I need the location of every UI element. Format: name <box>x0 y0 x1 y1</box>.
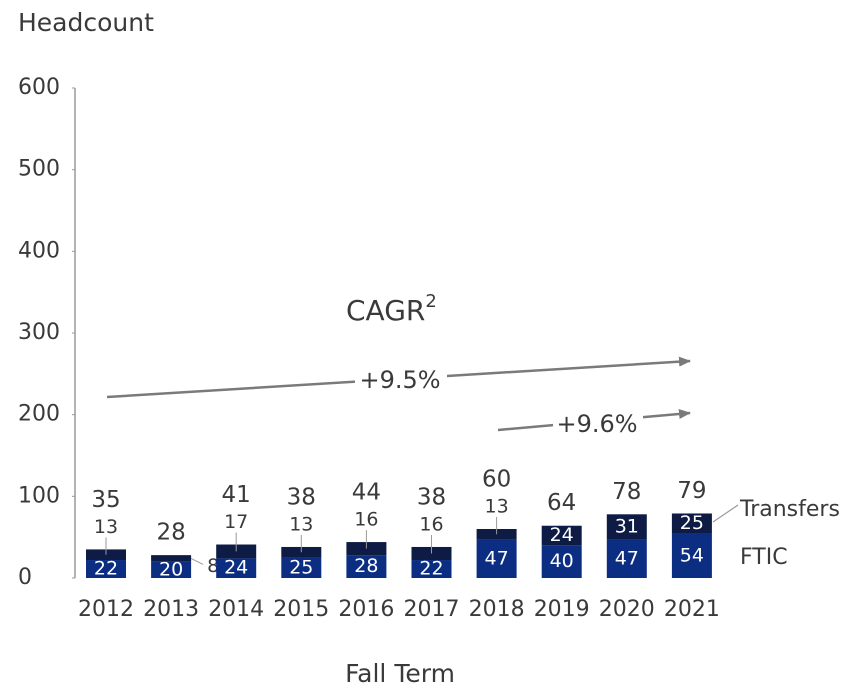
value-label: 22 <box>419 558 443 580</box>
cagr-superscript: 2 <box>425 291 436 312</box>
bar-segment <box>671 533 712 578</box>
value-label: 47 <box>615 547 639 569</box>
total-label: 79 <box>677 478 706 504</box>
y-axis-label: Headcount <box>18 8 154 37</box>
legend-label: FTIC <box>740 545 788 570</box>
value-label: 24 <box>224 557 248 579</box>
bar-segment <box>151 555 192 562</box>
value-label: 47 <box>485 547 509 569</box>
y-tick-label: 600 <box>18 75 60 100</box>
total-label: 28 <box>156 520 185 546</box>
y-tick-label: 0 <box>18 565 32 590</box>
total-label: 44 <box>352 480 381 506</box>
y-tick-label: 500 <box>18 157 60 182</box>
value-label: 16 <box>419 513 443 535</box>
y-tick-label: 300 <box>18 320 60 345</box>
bar-segment <box>541 545 582 578</box>
value-label: 40 <box>550 550 574 572</box>
value-label: 24 <box>550 524 574 546</box>
x-tick-label: 2019 <box>534 597 590 622</box>
leader-line <box>190 557 204 565</box>
x-tick-label: 2021 <box>664 597 720 622</box>
x-tick-label: 2015 <box>273 597 329 622</box>
arrow-label-bg <box>553 410 643 440</box>
y-tick-label: 200 <box>18 402 60 427</box>
growth-label: +9.5% <box>359 366 440 394</box>
bar-segment <box>671 513 712 534</box>
total-label: 38 <box>417 484 446 510</box>
bar-segment <box>606 514 647 540</box>
y-tick-label: 100 <box>18 483 60 508</box>
growth-label: +9.6% <box>556 410 637 438</box>
total-label: 60 <box>482 467 511 493</box>
total-label: 38 <box>287 484 316 510</box>
value-label: 13 <box>289 513 313 535</box>
cagr-text: CAGR <box>346 294 425 327</box>
bar-segment <box>476 539 517 578</box>
x-tick-label: 2014 <box>208 597 264 622</box>
total-label: 35 <box>91 487 120 513</box>
total-label: 78 <box>612 479 641 505</box>
x-tick-label: 2020 <box>599 597 655 622</box>
value-label: 8 <box>207 555 219 577</box>
total-label: 64 <box>547 490 576 516</box>
bar-segment <box>606 539 647 578</box>
x-axis-label: Fall Term <box>345 659 455 688</box>
value-label: 22 <box>94 558 118 580</box>
cagr-label: CAGR2 <box>346 291 437 327</box>
bar-segment <box>346 555 387 578</box>
value-label: 28 <box>354 555 378 577</box>
value-label: 20 <box>159 558 183 580</box>
value-label: 16 <box>354 509 378 531</box>
total-label: 41 <box>222 482 251 508</box>
arrow-label-bg <box>355 365 447 395</box>
bar-segment <box>411 560 452 578</box>
value-label: 25 <box>680 512 704 534</box>
legend-label: Transfers <box>739 497 840 522</box>
x-tick-label: 2017 <box>404 597 460 622</box>
bar-segment <box>281 557 322 578</box>
bar-segment <box>216 544 257 559</box>
x-tick-label: 2016 <box>338 597 394 622</box>
value-label: 13 <box>485 496 509 518</box>
bar-segment <box>151 561 192 578</box>
legend-leader <box>712 504 739 523</box>
y-tick-label: 400 <box>18 238 60 263</box>
value-label: 13 <box>94 516 118 538</box>
x-tick-label: 2012 <box>78 597 134 622</box>
value-label: 17 <box>224 511 248 533</box>
value-label: 54 <box>680 544 704 566</box>
bar-segment <box>86 560 126 578</box>
x-tick-label: 2013 <box>143 597 199 622</box>
value-label: 31 <box>615 515 639 537</box>
bar-segment <box>216 558 257 578</box>
bar-segment <box>541 525 582 546</box>
x-tick-label: 2018 <box>469 597 525 622</box>
value-label: 25 <box>289 556 313 578</box>
